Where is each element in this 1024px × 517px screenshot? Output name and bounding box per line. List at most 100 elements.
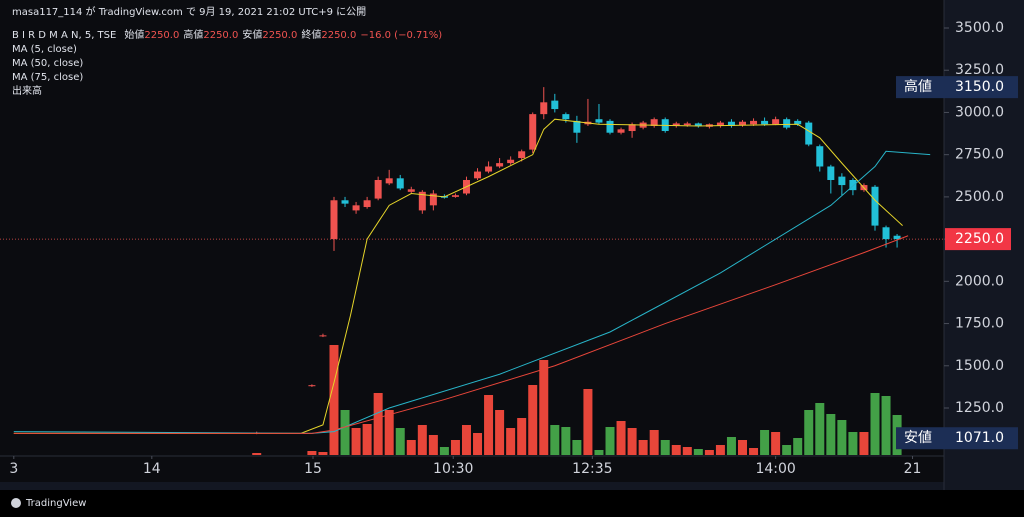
candle-body [562, 114, 570, 120]
legend-value: 2250.0 [321, 30, 356, 41]
y-tick-label: 1750.0 [955, 316, 1004, 332]
legend-indicator: MA (5, close) [12, 44, 77, 55]
candle-body [750, 120, 758, 125]
candle-body [595, 119, 603, 123]
candle-body [385, 178, 393, 184]
volume-bar [561, 427, 571, 455]
candle-body [418, 191, 426, 211]
candle-body [485, 166, 493, 172]
volume-bar [583, 389, 593, 455]
volume-bar [793, 438, 803, 455]
volume-bar [826, 414, 836, 455]
volume-bar [715, 445, 725, 455]
volume-bar [693, 449, 703, 455]
volume-bar [318, 452, 328, 455]
x-tick-label: 21 [904, 461, 922, 477]
volume-bar [550, 425, 560, 455]
candle-body [529, 114, 537, 150]
y-tick-label: 3000.0 [955, 104, 1004, 120]
volume-bar [384, 410, 394, 455]
last-price-label: 2250.0 [955, 231, 1004, 247]
candle-body [628, 124, 636, 132]
low-marker-name: 安値 [904, 430, 932, 446]
y-tick-label: 1250.0 [955, 400, 1004, 416]
legend-label: 始値 [124, 28, 144, 41]
time-axis [0, 456, 944, 482]
candle-body [451, 195, 459, 197]
volume-bar [307, 451, 317, 455]
x-tick-label: 14:00 [755, 461, 795, 477]
candle-body [783, 119, 791, 128]
y-tick-label: 3250.0 [955, 62, 1004, 78]
volume-bar [572, 440, 582, 455]
volume-bar [616, 421, 626, 455]
volume-bar [473, 433, 483, 455]
volume-bar [351, 428, 361, 455]
volume-bar [638, 440, 648, 455]
volume-bar [804, 410, 814, 455]
legend-change: −16.0 (−0.71%) [360, 30, 442, 41]
candle-body [716, 122, 724, 126]
legend-indicator: MA (50, close) [12, 58, 83, 69]
candle-body [341, 200, 349, 204]
ma-line [13, 118, 903, 434]
volume-bar [760, 430, 770, 455]
logo [11, 498, 21, 508]
x-tick-label: 15 [304, 461, 322, 477]
legend-label: 終値 [301, 28, 321, 41]
volume-bar [859, 432, 869, 455]
ma-line [13, 150, 931, 434]
candle-body [805, 122, 813, 145]
candle-body [694, 123, 702, 126]
candle-body [727, 121, 735, 126]
volume-bar [749, 448, 759, 455]
candle-body [374, 180, 382, 199]
candle-body [330, 200, 338, 240]
candle-body [794, 120, 802, 125]
plot [0, 87, 944, 455]
candle-body [540, 102, 548, 115]
x-tick-label: 10:30 [433, 461, 473, 477]
candle-body [739, 121, 747, 126]
x-tick-label: 3 [9, 461, 18, 477]
footer-bar [0, 490, 1024, 517]
candle-body [849, 180, 857, 191]
volume-bar [660, 440, 670, 455]
ma-line [13, 235, 909, 434]
volume-bar [782, 445, 792, 455]
candle-body [893, 235, 901, 240]
legend-indicator: MA (75, close) [12, 72, 83, 83]
x-tick-label: 14 [143, 461, 161, 477]
volume-bar [428, 435, 438, 455]
candle-body [396, 178, 404, 189]
legend-value: 2250.0 [262, 30, 297, 41]
volume-bar [726, 437, 736, 455]
candle-body [650, 119, 658, 126]
volume-bar [461, 425, 471, 455]
volume-bar [484, 395, 494, 455]
candle-body [683, 123, 691, 126]
volume-bar [605, 427, 615, 455]
candle-body [816, 146, 824, 167]
candle-body [871, 186, 879, 226]
candle-body [429, 193, 437, 206]
volume-bar [373, 393, 383, 455]
volume-bar [439, 447, 449, 455]
y-tick-label: 1500.0 [955, 358, 1004, 374]
volume-bar [627, 428, 637, 455]
candle-body [573, 120, 581, 133]
volume-bar [362, 424, 372, 455]
last-price-box [945, 228, 1011, 251]
candle-body [772, 119, 780, 125]
volume-bar [539, 360, 549, 455]
candle-body [363, 200, 371, 208]
candle-body [474, 171, 482, 179]
high-marker-name: 高値 [904, 78, 932, 95]
low-marker-label: 1071.0 [955, 430, 1004, 446]
candle-body [352, 205, 360, 211]
candle-body [838, 176, 846, 186]
y-tick-label: 2000.0 [955, 273, 1004, 289]
y-tick-label: 2750.0 [955, 147, 1004, 163]
candle-body [319, 335, 327, 337]
